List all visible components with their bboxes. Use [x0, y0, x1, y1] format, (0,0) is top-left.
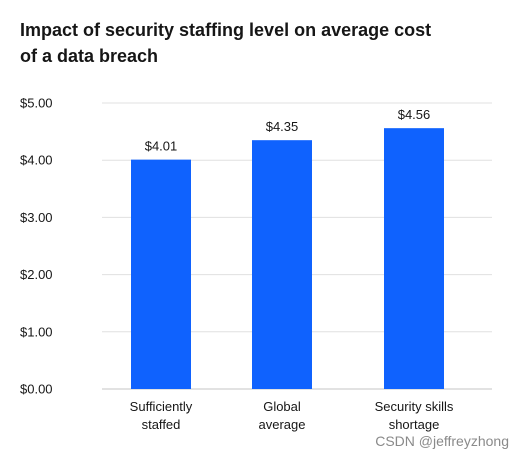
bar	[131, 159, 191, 389]
y-tick-label: $1.00	[20, 324, 53, 339]
watermark-text: CSDN @jeffreyzhong	[375, 433, 509, 449]
x-tick-label: Security skills shortage	[375, 399, 454, 432]
bar	[384, 128, 444, 389]
data-label: $4.56	[398, 107, 431, 122]
bar	[252, 140, 312, 389]
y-tick-label: $3.00	[20, 210, 53, 225]
y-tick-label: $5.00	[20, 96, 53, 111]
data-label: $4.01	[145, 139, 178, 154]
x-tick-label: Global average	[259, 399, 306, 432]
chart-title: Impact of security staffing level on ave…	[20, 20, 432, 66]
x-tick-label: Sufficiently staffed	[130, 399, 193, 432]
y-tick-label: $2.00	[20, 267, 53, 282]
y-tick-label: $0.00	[20, 382, 53, 397]
y-tick-label: $4.00	[20, 153, 53, 168]
data-label: $4.35	[266, 119, 299, 134]
